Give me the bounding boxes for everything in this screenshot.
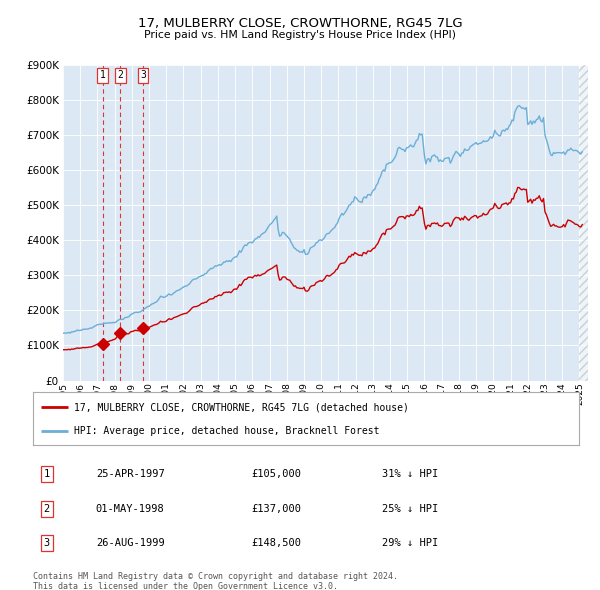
Text: 31% ↓ HPI: 31% ↓ HPI xyxy=(382,470,439,479)
Text: 17, MULBERRY CLOSE, CROWTHORNE, RG45 7LG: 17, MULBERRY CLOSE, CROWTHORNE, RG45 7LG xyxy=(137,17,463,30)
Text: 25-APR-1997: 25-APR-1997 xyxy=(96,470,164,479)
Text: This data is licensed under the Open Government Licence v3.0.: This data is licensed under the Open Gov… xyxy=(33,582,338,590)
Text: 26-AUG-1999: 26-AUG-1999 xyxy=(96,539,164,548)
Text: £137,000: £137,000 xyxy=(251,504,301,514)
Text: 01-MAY-1998: 01-MAY-1998 xyxy=(96,504,164,514)
Text: HPI: Average price, detached house, Bracknell Forest: HPI: Average price, detached house, Brac… xyxy=(74,425,379,435)
Text: 29% ↓ HPI: 29% ↓ HPI xyxy=(382,539,439,548)
Text: 2: 2 xyxy=(118,70,123,80)
Text: 17, MULBERRY CLOSE, CROWTHORNE, RG45 7LG (detached house): 17, MULBERRY CLOSE, CROWTHORNE, RG45 7LG… xyxy=(74,402,409,412)
Text: Price paid vs. HM Land Registry's House Price Index (HPI): Price paid vs. HM Land Registry's House … xyxy=(144,31,456,40)
Text: 1: 1 xyxy=(44,470,50,479)
Text: 25% ↓ HPI: 25% ↓ HPI xyxy=(382,504,439,514)
Text: Contains HM Land Registry data © Crown copyright and database right 2024.: Contains HM Land Registry data © Crown c… xyxy=(33,572,398,581)
Text: 1: 1 xyxy=(100,70,106,80)
Text: 3: 3 xyxy=(44,539,50,548)
Text: 2: 2 xyxy=(44,504,50,514)
Text: 3: 3 xyxy=(140,70,146,80)
Text: £105,000: £105,000 xyxy=(251,470,301,479)
Bar xyxy=(580,65,588,381)
Text: £148,500: £148,500 xyxy=(251,539,301,548)
